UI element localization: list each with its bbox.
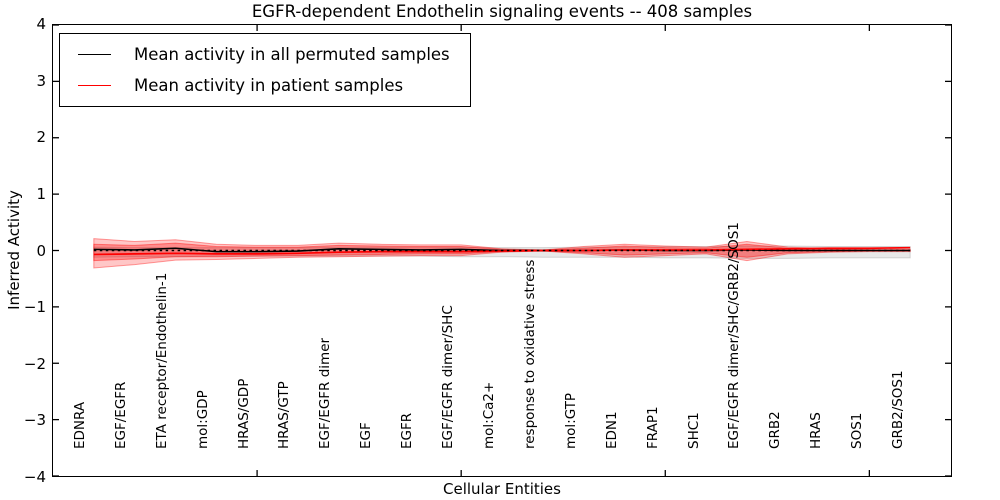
x-category-label: HRAS/GTP xyxy=(276,381,293,449)
patient-activity-outer-band xyxy=(93,238,911,269)
x-category-label: HRAS xyxy=(808,412,825,449)
y-tick-label: −3 xyxy=(23,411,46,430)
y-tick-label: 0 xyxy=(36,241,46,260)
x-category-label: EGF xyxy=(358,422,375,449)
x-category-label: EDN1 xyxy=(603,411,620,449)
x-category-label: EGF/EGFR dimer/SHC xyxy=(440,305,457,449)
x-category-label: FRAP1 xyxy=(644,406,661,449)
x-category-label: response to oxidative stress xyxy=(521,259,538,449)
x-category-label: SOS1 xyxy=(849,412,866,449)
permuted-line-swatch xyxy=(78,54,111,55)
y-tick-label: −4 xyxy=(23,468,46,486)
x-category-label: EGF/EGFR dimer/SHC/GRB2/SOS1 xyxy=(726,222,743,449)
legend-label: Mean activity in patient samples xyxy=(134,76,404,95)
x-category-label: mol:GTP xyxy=(562,392,579,449)
x-category-label: mol:GDP xyxy=(194,390,211,449)
x-axis-label: Cellular Entities xyxy=(443,480,561,498)
legend-item-patient: Mean activity in patient samples xyxy=(72,72,450,99)
x-category-label: SHC1 xyxy=(685,412,702,449)
x-category-label: mol:Ca2+ xyxy=(481,381,497,449)
legend-item-permuted: Mean activity in all permuted samples xyxy=(72,41,450,68)
chart-title: EGFR-dependent Endothelin signaling even… xyxy=(251,2,753,21)
x-category-label: EGF/EGFR dimer xyxy=(317,337,334,449)
x-category-label: EDNRA xyxy=(71,401,88,449)
x-category-label: GRB2 xyxy=(767,411,784,449)
y-tick-label: 4 xyxy=(36,15,46,33)
y-tick-label: 2 xyxy=(36,128,46,147)
legend-label: Mean activity in all permuted samples xyxy=(134,45,450,64)
x-category-label: ETA receptor/Endothelin-1 xyxy=(153,272,170,449)
y-tick-label: −1 xyxy=(23,298,46,317)
x-category-label: EGFR xyxy=(399,412,416,449)
y-tick-label: 3 xyxy=(36,71,46,90)
x-category-label: HRAS/GDP xyxy=(235,378,252,449)
chart-canvas xyxy=(53,25,951,476)
legend-box: Mean activity in all permuted samples Me… xyxy=(59,33,471,107)
patient-line-swatch xyxy=(78,85,111,86)
y-tick-label: −2 xyxy=(23,354,46,373)
y-tick-label: 1 xyxy=(36,184,46,203)
x-category-label: EGF/EGFR xyxy=(112,381,129,449)
x-category-label: GRB2/SOS1 xyxy=(890,370,907,449)
